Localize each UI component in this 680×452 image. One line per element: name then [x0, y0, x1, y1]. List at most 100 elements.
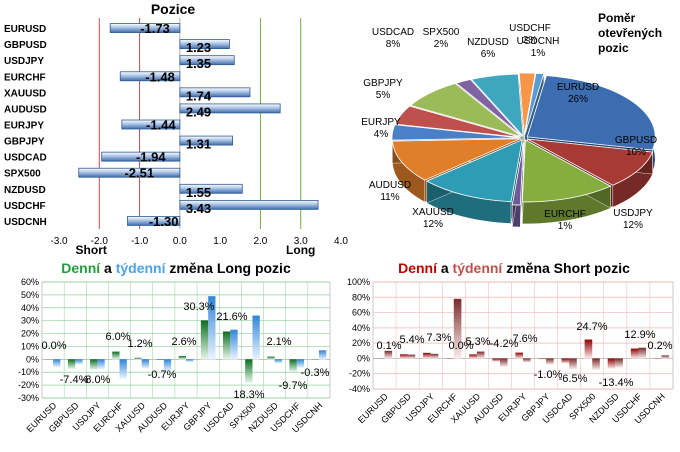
position-bar [179, 135, 234, 146]
y-tick-label: 60% [21, 277, 39, 287]
pie-slice-percent: 10% [626, 147, 646, 158]
weekly-bar [638, 347, 646, 359]
pie-title-line: pozic [598, 41, 629, 55]
pie-slice-eurjpy [391, 124, 521, 141]
weekly-bar [186, 359, 194, 362]
pie-slice-percent: 6% [481, 49, 496, 60]
daily-bar [245, 359, 253, 383]
y-tick-label: 100% [347, 277, 370, 287]
position-bar [121, 119, 181, 130]
pie-slice-percent: 2% [523, 35, 538, 46]
data-label: -1.0% [534, 369, 563, 381]
data-label: 2.1% [266, 336, 291, 348]
daily-bar [67, 359, 76, 369]
daily-bar [400, 354, 408, 359]
pie-slice-usdcad [409, 83, 522, 137]
pie-slice-label: USDCAD 8% [372, 27, 414, 50]
y-tick-label: 50% [21, 290, 39, 300]
weekly-bar [141, 359, 150, 369]
pie-title-line: Poměr [598, 11, 636, 25]
category-label: EURJPY [4, 121, 44, 132]
data-label: 2.6% [171, 336, 196, 348]
data-label: 5.3% [465, 336, 490, 348]
pie-title-line: otevřených [598, 26, 662, 40]
data-label: 0.2% [647, 340, 672, 352]
weekly-bar [615, 358, 623, 368]
weekly-bar [569, 358, 577, 370]
pie-slice-nzdusd [470, 73, 524, 138]
title-part: týdenní [453, 260, 504, 276]
position-bar-chart: Pozice EURUSD -1.73 GBPUSD 1.23 USDJPY 1.35 EUR… [4, 1, 348, 257]
position-bar [179, 103, 281, 114]
pie-slice-percent: 26% [568, 94, 588, 105]
position-bar [109, 23, 181, 33]
weekly-bar [230, 329, 238, 360]
y-tick-label: 30% [21, 316, 39, 326]
data-label: 0.1% [376, 340, 401, 352]
pie-slice-percent: 1% [558, 221, 573, 232]
data-label: 21.6% [216, 311, 247, 323]
data-label: 24.7% [576, 321, 607, 333]
pie-slice-label: EURCHF 1% [544, 209, 586, 232]
title-part: Denní [398, 260, 438, 276]
daily-bar [561, 358, 570, 364]
y-tick-label: 40% [21, 303, 39, 313]
weekly-bar [318, 350, 327, 360]
weekly-bar [75, 359, 83, 365]
position-bar [179, 183, 243, 194]
pie-slice-eurusd [526, 75, 656, 151]
value-label: 3.43 [186, 201, 211, 216]
daily-bar [45, 359, 54, 360]
pie-slice-name: SPX500 [423, 27, 460, 38]
short-label: Short [76, 243, 107, 257]
daily-bar [492, 358, 500, 362]
pie-slice-label: NZDUSD 6% [467, 37, 509, 60]
data-label: -4.2% [490, 338, 519, 350]
data-label: 0.0% [41, 340, 66, 352]
weekly-bar [592, 358, 600, 370]
daily-bar [469, 354, 477, 359]
position-bar [119, 71, 181, 82]
data-label: 5.4% [399, 334, 424, 346]
daily-bar [112, 351, 120, 360]
position-bar [127, 216, 181, 226]
short-chart-title: Denní a týdenní změna Short pozic [398, 260, 630, 276]
weekly-bar [476, 351, 485, 359]
data-label: -7.4% [60, 374, 89, 386]
weekly-bar [119, 359, 127, 379]
title-part: týdenní [116, 260, 167, 276]
data-label: -9.7% [279, 380, 308, 392]
y-tick-label: -10% [18, 367, 39, 377]
weekly-bar [252, 315, 260, 360]
daily-bar [653, 358, 662, 359]
data-label: -0.7% [148, 369, 177, 381]
data-label: 6.0% [105, 331, 130, 343]
y-tick-label: 40% [352, 323, 370, 333]
weekly-bar [523, 358, 531, 363]
category-label: USDJPY [4, 56, 44, 67]
weekly-bar [546, 358, 554, 365]
x-tick-label: 1.0 [213, 236, 227, 247]
value-label: -1.30 [149, 214, 179, 229]
data-label: -0.3% [301, 367, 330, 379]
pie-slice-name: USDCHF [509, 23, 551, 34]
x-tick-label: 4.0 [334, 236, 348, 247]
pie-slice-name: EURCHF [544, 209, 586, 220]
pie-slice-name: USDJPY [613, 208, 653, 219]
y-tick-label: -40% [349, 384, 370, 394]
value-label: -1.73 [140, 21, 170, 36]
category-label: USDCNH [4, 217, 47, 228]
category-label: EURUSD [4, 24, 46, 35]
data-label: 0.0% [448, 340, 473, 352]
daily-bar [222, 331, 231, 360]
value-label: 1.23 [186, 40, 211, 55]
pie-slice-label: GBPJPY 5% [363, 78, 403, 101]
daily-bar [630, 348, 639, 359]
daily-bar [607, 358, 616, 369]
y-tick-label: -20% [349, 369, 370, 379]
pie-slice-percent: 12% [623, 220, 643, 231]
y-tick-label: 60% [352, 308, 370, 318]
value-label: -1.48 [145, 69, 175, 84]
data-label: 7.6% [512, 333, 537, 345]
data-label: 18.3% [233, 389, 264, 401]
